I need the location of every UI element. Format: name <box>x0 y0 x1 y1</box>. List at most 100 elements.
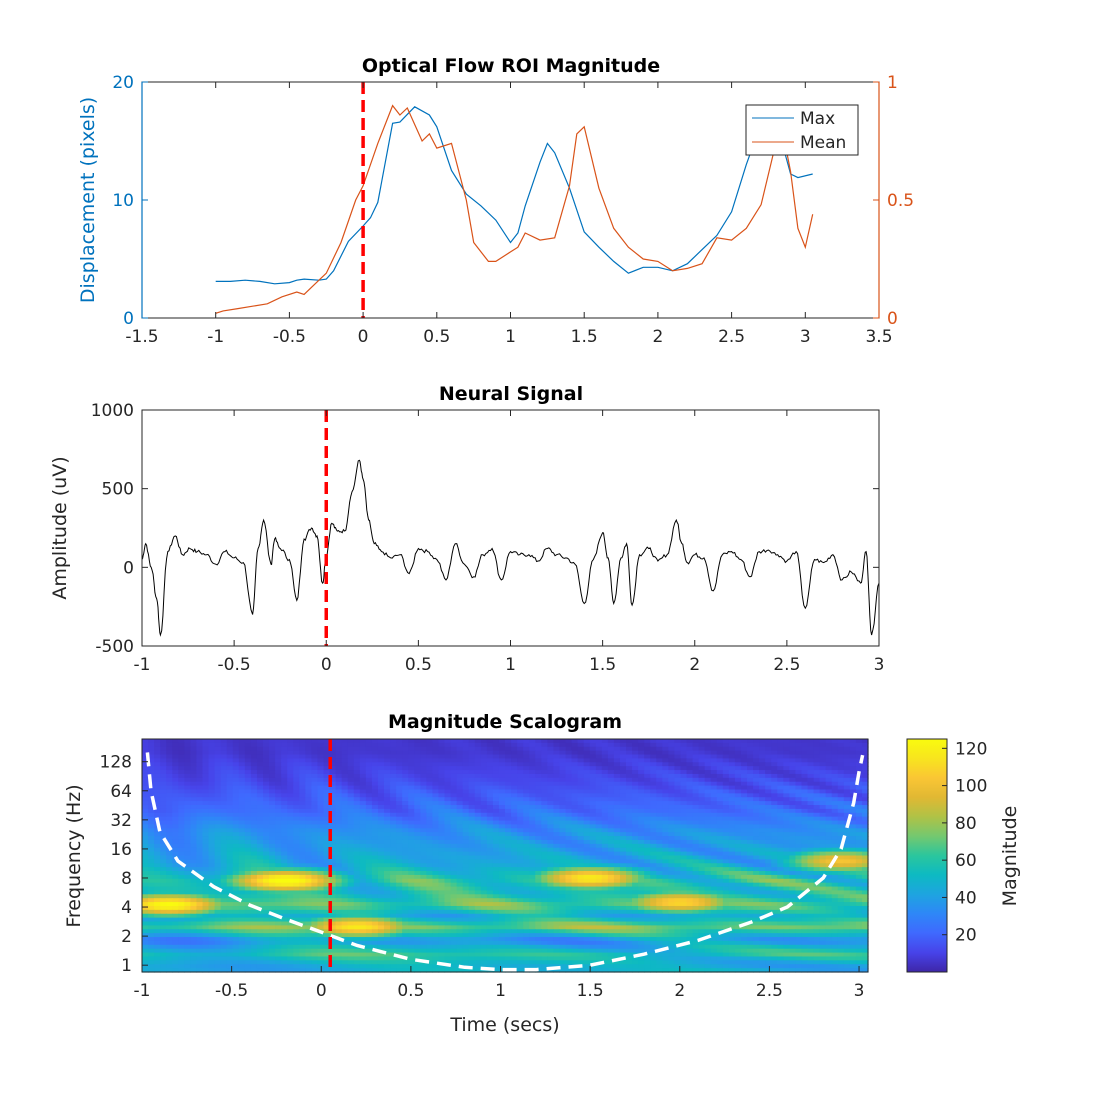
scalogram-cell <box>607 739 615 744</box>
scalogram-cell <box>638 867 645 872</box>
scalogram-cell <box>377 832 385 837</box>
scalogram-cell <box>559 832 567 837</box>
scalogram-cell <box>771 773 778 779</box>
scalogram-cell <box>710 797 718 802</box>
scalogram-cell <box>226 801 234 806</box>
scalogram-cell <box>462 859 470 864</box>
scalogram-cell <box>716 867 724 872</box>
scalogram-cell <box>626 812 633 818</box>
scalogram-cell <box>680 828 688 833</box>
scalogram-cell <box>492 797 500 802</box>
scalogram-cell <box>837 746 845 752</box>
scalogram-cell <box>444 890 452 895</box>
scalogram-cell <box>275 836 282 841</box>
scalogram-cell <box>553 843 561 849</box>
scalogram-cell <box>589 871 597 876</box>
scalogram-cell <box>359 894 367 899</box>
scalogram-cell <box>462 878 470 884</box>
scalogram-cell <box>414 816 421 822</box>
scalogram-cell <box>807 847 815 853</box>
scalogram-cell <box>747 750 754 756</box>
scalogram-cell <box>716 886 724 892</box>
scalogram-cell <box>438 878 446 884</box>
scalogram-cell <box>704 785 712 791</box>
scalogram-cell <box>583 816 591 822</box>
scalogram-cell <box>323 777 331 783</box>
scalogram-cell <box>728 750 736 756</box>
neural-signal-line <box>141 459 880 637</box>
scalogram-cell <box>535 820 542 826</box>
scalogram-cell <box>686 758 694 763</box>
scalogram-cell <box>359 882 367 888</box>
scalogram-cell <box>747 777 754 783</box>
scalogram-cell <box>619 781 627 787</box>
scalogram-cell <box>190 812 198 818</box>
scalogram-cell <box>843 855 851 860</box>
scalogram-cell <box>716 773 724 779</box>
scalogram-cell <box>559 871 567 876</box>
scalogram-cell <box>765 816 772 822</box>
scalogram-cell <box>668 754 675 760</box>
scalogram-cell <box>607 805 615 810</box>
scalogram-cell <box>317 859 325 864</box>
scalogram-cell <box>148 851 155 857</box>
scalogram-cell <box>486 808 494 814</box>
scalogram-cell <box>511 824 518 829</box>
scalogram-cell <box>232 878 240 884</box>
scalogram-cell <box>662 766 669 771</box>
scalogram-cell <box>178 777 185 783</box>
scalogram-cell <box>747 890 754 895</box>
scalogram-cell <box>402 882 409 888</box>
scalogram-cell <box>226 863 234 868</box>
scalogram-cell <box>632 820 639 826</box>
scalogram-cell <box>765 874 772 880</box>
scalogram-cell <box>535 777 542 783</box>
scalogram-cell <box>305 785 312 791</box>
scalogram-cell <box>674 859 682 864</box>
scalogram-cell <box>650 746 657 752</box>
scalogram-cell <box>486 805 494 810</box>
scalogram-cell <box>426 863 433 868</box>
scalogram-cell <box>583 836 591 841</box>
scalogram-cell <box>541 797 548 802</box>
scalogram-cell <box>438 882 446 888</box>
scalogram-cell <box>154 890 161 895</box>
scalogram-cell <box>142 871 149 876</box>
scalogram-cell <box>638 894 645 899</box>
scalogram-cell <box>226 789 234 794</box>
scalogram-cell <box>190 843 198 849</box>
scalogram-cell <box>789 855 796 860</box>
scalogram-cell <box>311 766 319 771</box>
scalogram-cell <box>505 754 512 760</box>
scalogram-cell <box>668 867 675 872</box>
scalogram-cell <box>710 808 718 814</box>
scalogram-cell <box>474 832 482 837</box>
scalogram-cell <box>511 781 518 787</box>
scalogram-cell <box>529 882 536 888</box>
scalogram-cell <box>789 754 796 760</box>
scalogram-cell <box>142 805 149 810</box>
scalogram-cell <box>402 808 409 814</box>
scalogram-cell <box>390 746 397 752</box>
scalogram-cell <box>686 781 694 787</box>
scalogram-cell <box>626 828 633 833</box>
scalogram-cell <box>861 750 869 756</box>
scalogram-cell <box>783 793 790 798</box>
scalogram-cell <box>462 789 470 794</box>
scalogram-cell <box>577 805 585 810</box>
scalogram-cell <box>638 781 645 787</box>
scalogram-cell <box>529 754 536 760</box>
scalogram-cell <box>250 867 258 872</box>
scalogram-cell <box>432 812 440 818</box>
scalogram-cell <box>178 789 185 794</box>
scalogram-cell <box>619 871 627 876</box>
scalogram-cell <box>619 820 627 826</box>
scalogram-cell <box>583 820 591 826</box>
scalogram-cell <box>480 816 488 822</box>
scalogram-cell <box>166 832 173 837</box>
scalogram-cell <box>632 750 639 756</box>
scalogram-cell <box>753 871 760 876</box>
scalogram-cell <box>402 766 409 771</box>
scalogram-cell <box>843 746 851 752</box>
scalogram-cell <box>414 859 421 864</box>
